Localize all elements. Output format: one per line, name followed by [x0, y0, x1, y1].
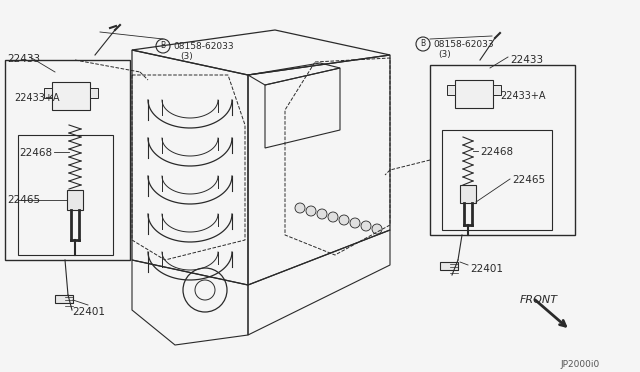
Circle shape [372, 224, 382, 234]
Circle shape [339, 215, 349, 225]
Bar [460, 185, 476, 203]
Bar [442, 130, 552, 230]
Text: 22433+A: 22433+A [500, 91, 545, 101]
Text: (3): (3) [180, 52, 193, 61]
Text: 22433: 22433 [7, 54, 40, 64]
Text: 22433: 22433 [510, 55, 543, 65]
Circle shape [295, 203, 305, 213]
Bar [44, 88, 52, 98]
Circle shape [306, 206, 316, 216]
Bar [67, 190, 83, 210]
Text: FRONT: FRONT [520, 295, 558, 305]
Text: 22468: 22468 [19, 148, 52, 158]
Bar [90, 88, 98, 98]
Text: 22468: 22468 [480, 147, 513, 157]
Bar [455, 80, 493, 108]
Bar [52, 82, 90, 110]
Text: B: B [161, 42, 166, 51]
Bar [55, 295, 73, 303]
Bar [447, 85, 455, 95]
Bar [5, 60, 130, 260]
Text: B: B [420, 39, 426, 48]
Text: 22401: 22401 [72, 307, 105, 317]
Circle shape [350, 218, 360, 228]
Text: 22433+A: 22433+A [14, 93, 60, 103]
Text: 22465: 22465 [512, 175, 545, 185]
Circle shape [317, 209, 327, 219]
Text: 22401: 22401 [470, 264, 503, 274]
Bar [430, 65, 575, 235]
Bar [440, 262, 458, 270]
Text: 08158-62033: 08158-62033 [433, 40, 493, 49]
Circle shape [361, 221, 371, 231]
Bar [18, 135, 113, 255]
Text: 22465: 22465 [7, 195, 40, 205]
Bar [493, 85, 501, 95]
Circle shape [328, 212, 338, 222]
Text: (3): (3) [438, 50, 451, 59]
Text: JP2000i0: JP2000i0 [560, 360, 599, 369]
Text: 08158-62033: 08158-62033 [173, 42, 234, 51]
